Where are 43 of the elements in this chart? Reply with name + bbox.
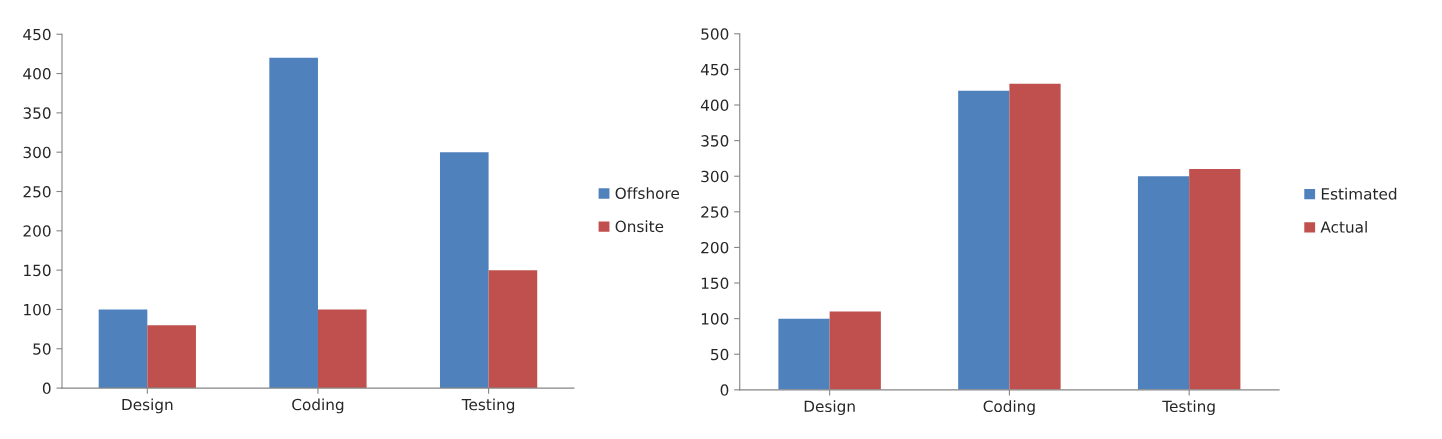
bar [439, 152, 489, 389]
legend-label: Offshore [615, 187, 680, 200]
y-tick-label: 150 [701, 277, 729, 290]
bar [1189, 169, 1241, 390]
y-tick-label: 400 [23, 68, 51, 80]
x-tick-label: Testing [461, 398, 515, 414]
bar [488, 270, 538, 389]
y-tick-label: 50 [33, 343, 51, 355]
y-tick-label: 150 [24, 264, 51, 277]
y-tick-label: 100 [701, 313, 729, 325]
y-tick-label: 200 [701, 241, 729, 254]
legend-label: Estimated [1321, 187, 1397, 200]
y-tick-label: 450 [23, 28, 51, 41]
bar [958, 90, 1010, 390]
bar [317, 309, 367, 389]
y-tick-label: 300 [701, 170, 729, 183]
bar [829, 311, 881, 390]
x-tick-label: Coding [292, 398, 344, 414]
y-tick-label: 250 [701, 206, 729, 218]
y-tick-label: 400 [700, 99, 729, 112]
legend-label: Actual [1320, 220, 1367, 233]
y-tick-label: 300 [23, 146, 51, 159]
bar [269, 57, 318, 389]
bar [778, 318, 830, 390]
bar [98, 309, 148, 389]
y-tick-label: 200 [23, 225, 51, 237]
y-tick-label: 0 [42, 382, 51, 395]
y-tick-label: 350 [701, 135, 729, 147]
y-tick-label: 50 [711, 348, 729, 361]
legend-label: Onsite [615, 220, 664, 233]
x-tick-label: Design [804, 400, 855, 416]
bar [1009, 83, 1061, 390]
y-tick-label: 250 [23, 185, 51, 198]
y-tick-label: 500 [701, 28, 729, 40]
y-tick-label: 0 [720, 384, 729, 396]
x-tick-label: Design [122, 398, 173, 414]
y-tick-label: 450 [700, 63, 729, 76]
x-tick-label: Coding [983, 400, 1035, 416]
x-tick-label: Testing [1162, 400, 1215, 416]
bar [1137, 176, 1190, 390]
y-tick-label: 350 [23, 107, 51, 119]
bar [147, 325, 196, 389]
y-tick-label: 100 [24, 303, 51, 316]
